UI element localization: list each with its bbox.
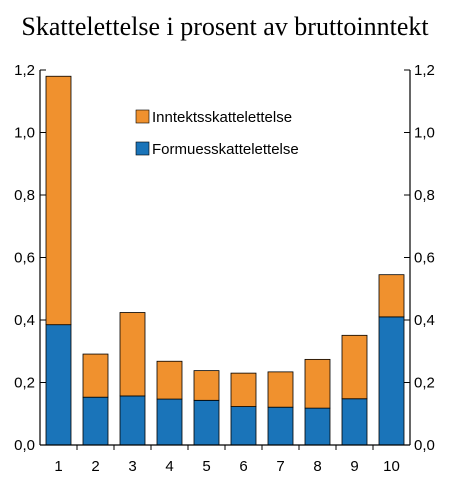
y-tick-label-right: 1,2 [414, 62, 435, 79]
y-tick-label-right: 0,8 [414, 187, 435, 204]
axes-group: 0,0 0,0 0,2 0,2 0,4 0,4 0,6 0,6 0,8 0,8 1,0 1,0 1,2 1… [14, 62, 435, 475]
bar-inntektsskattelettelse-5 [193, 370, 220, 401]
chart-title: Skattelettelse i prosent av bruttoinntek… [21, 12, 429, 41]
bar-inntektsskattelettelse-9 [341, 334, 368, 400]
x-tick-label-10: 10 [383, 458, 400, 475]
y-tick-label-right: 0,6 [414, 250, 435, 267]
bar-formuesskattelettelse-7 [267, 406, 294, 446]
bar-inntektsskattelettelse-10 [378, 274, 405, 318]
x-tick-label-8: 8 [313, 458, 321, 475]
y-tick-label-right: 0,2 [414, 375, 435, 392]
x-tick-label-2: 2 [91, 458, 99, 475]
bar-formuesskattelettelse-1 [45, 324, 72, 446]
bar-inntektsskattelettelse-3 [119, 312, 146, 397]
y-tick-label-right: 1,0 [414, 125, 435, 142]
y-tick-label-left: 1,2 [14, 62, 35, 79]
x-tick-label-4: 4 [165, 458, 173, 475]
y-tick-label-left: 0,4 [14, 312, 35, 329]
bar-formuesskattelettelse-3 [119, 395, 146, 446]
y-tick-label-left: 0,6 [14, 250, 35, 267]
bar-formuesskattelettelse-9 [341, 398, 368, 446]
y-tick-label-left: 0,2 [14, 375, 35, 392]
legend-swatch-1 [135, 141, 150, 156]
bar-formuesskattelettelse-10 [378, 316, 405, 446]
legend-label-0: Inntektsskattelettelse [152, 109, 292, 126]
bars-group [45, 75, 405, 446]
legend-label-1: Formuesskattelettelse [152, 141, 299, 158]
bar-inntektsskattelettelse-7 [267, 371, 294, 408]
bar-inntektsskattelettelse-6 [230, 372, 257, 407]
bar-formuesskattelettelse-4 [156, 398, 183, 446]
bar-formuesskattelettelse-6 [230, 406, 257, 446]
bar-formuesskattelettelse-5 [193, 399, 220, 446]
y-tick-label-left: 1,0 [14, 125, 35, 142]
x-tick-label-6: 6 [239, 458, 247, 475]
x-tick-label-7: 7 [276, 458, 284, 475]
y-tick-label-right: 0,4 [414, 312, 435, 329]
y-tick-label-right: 0,0 [414, 437, 435, 454]
bar-inntektsskattelettelse-2 [82, 353, 109, 398]
x-tick-label-1: 1 [54, 458, 62, 475]
x-tick-label-5: 5 [202, 458, 210, 475]
bar-inntektsskattelettelse-1 [45, 75, 72, 326]
bar-inntektsskattelettelse-8 [304, 358, 331, 409]
x-tick-label-9: 9 [350, 458, 358, 475]
bar-formuesskattelettelse-2 [82, 396, 109, 446]
x-tick-label-3: 3 [128, 458, 136, 475]
legend: Inntektsskattelettelse Formuesskattelette… [135, 109, 299, 158]
legend-swatch-0 [135, 109, 150, 124]
y-tick-label-left: 0,8 [14, 187, 35, 204]
bar-formuesskattelettelse-8 [304, 407, 331, 446]
bar-inntektsskattelettelse-4 [156, 360, 183, 400]
y-tick-label-left: 0,0 [14, 437, 35, 454]
